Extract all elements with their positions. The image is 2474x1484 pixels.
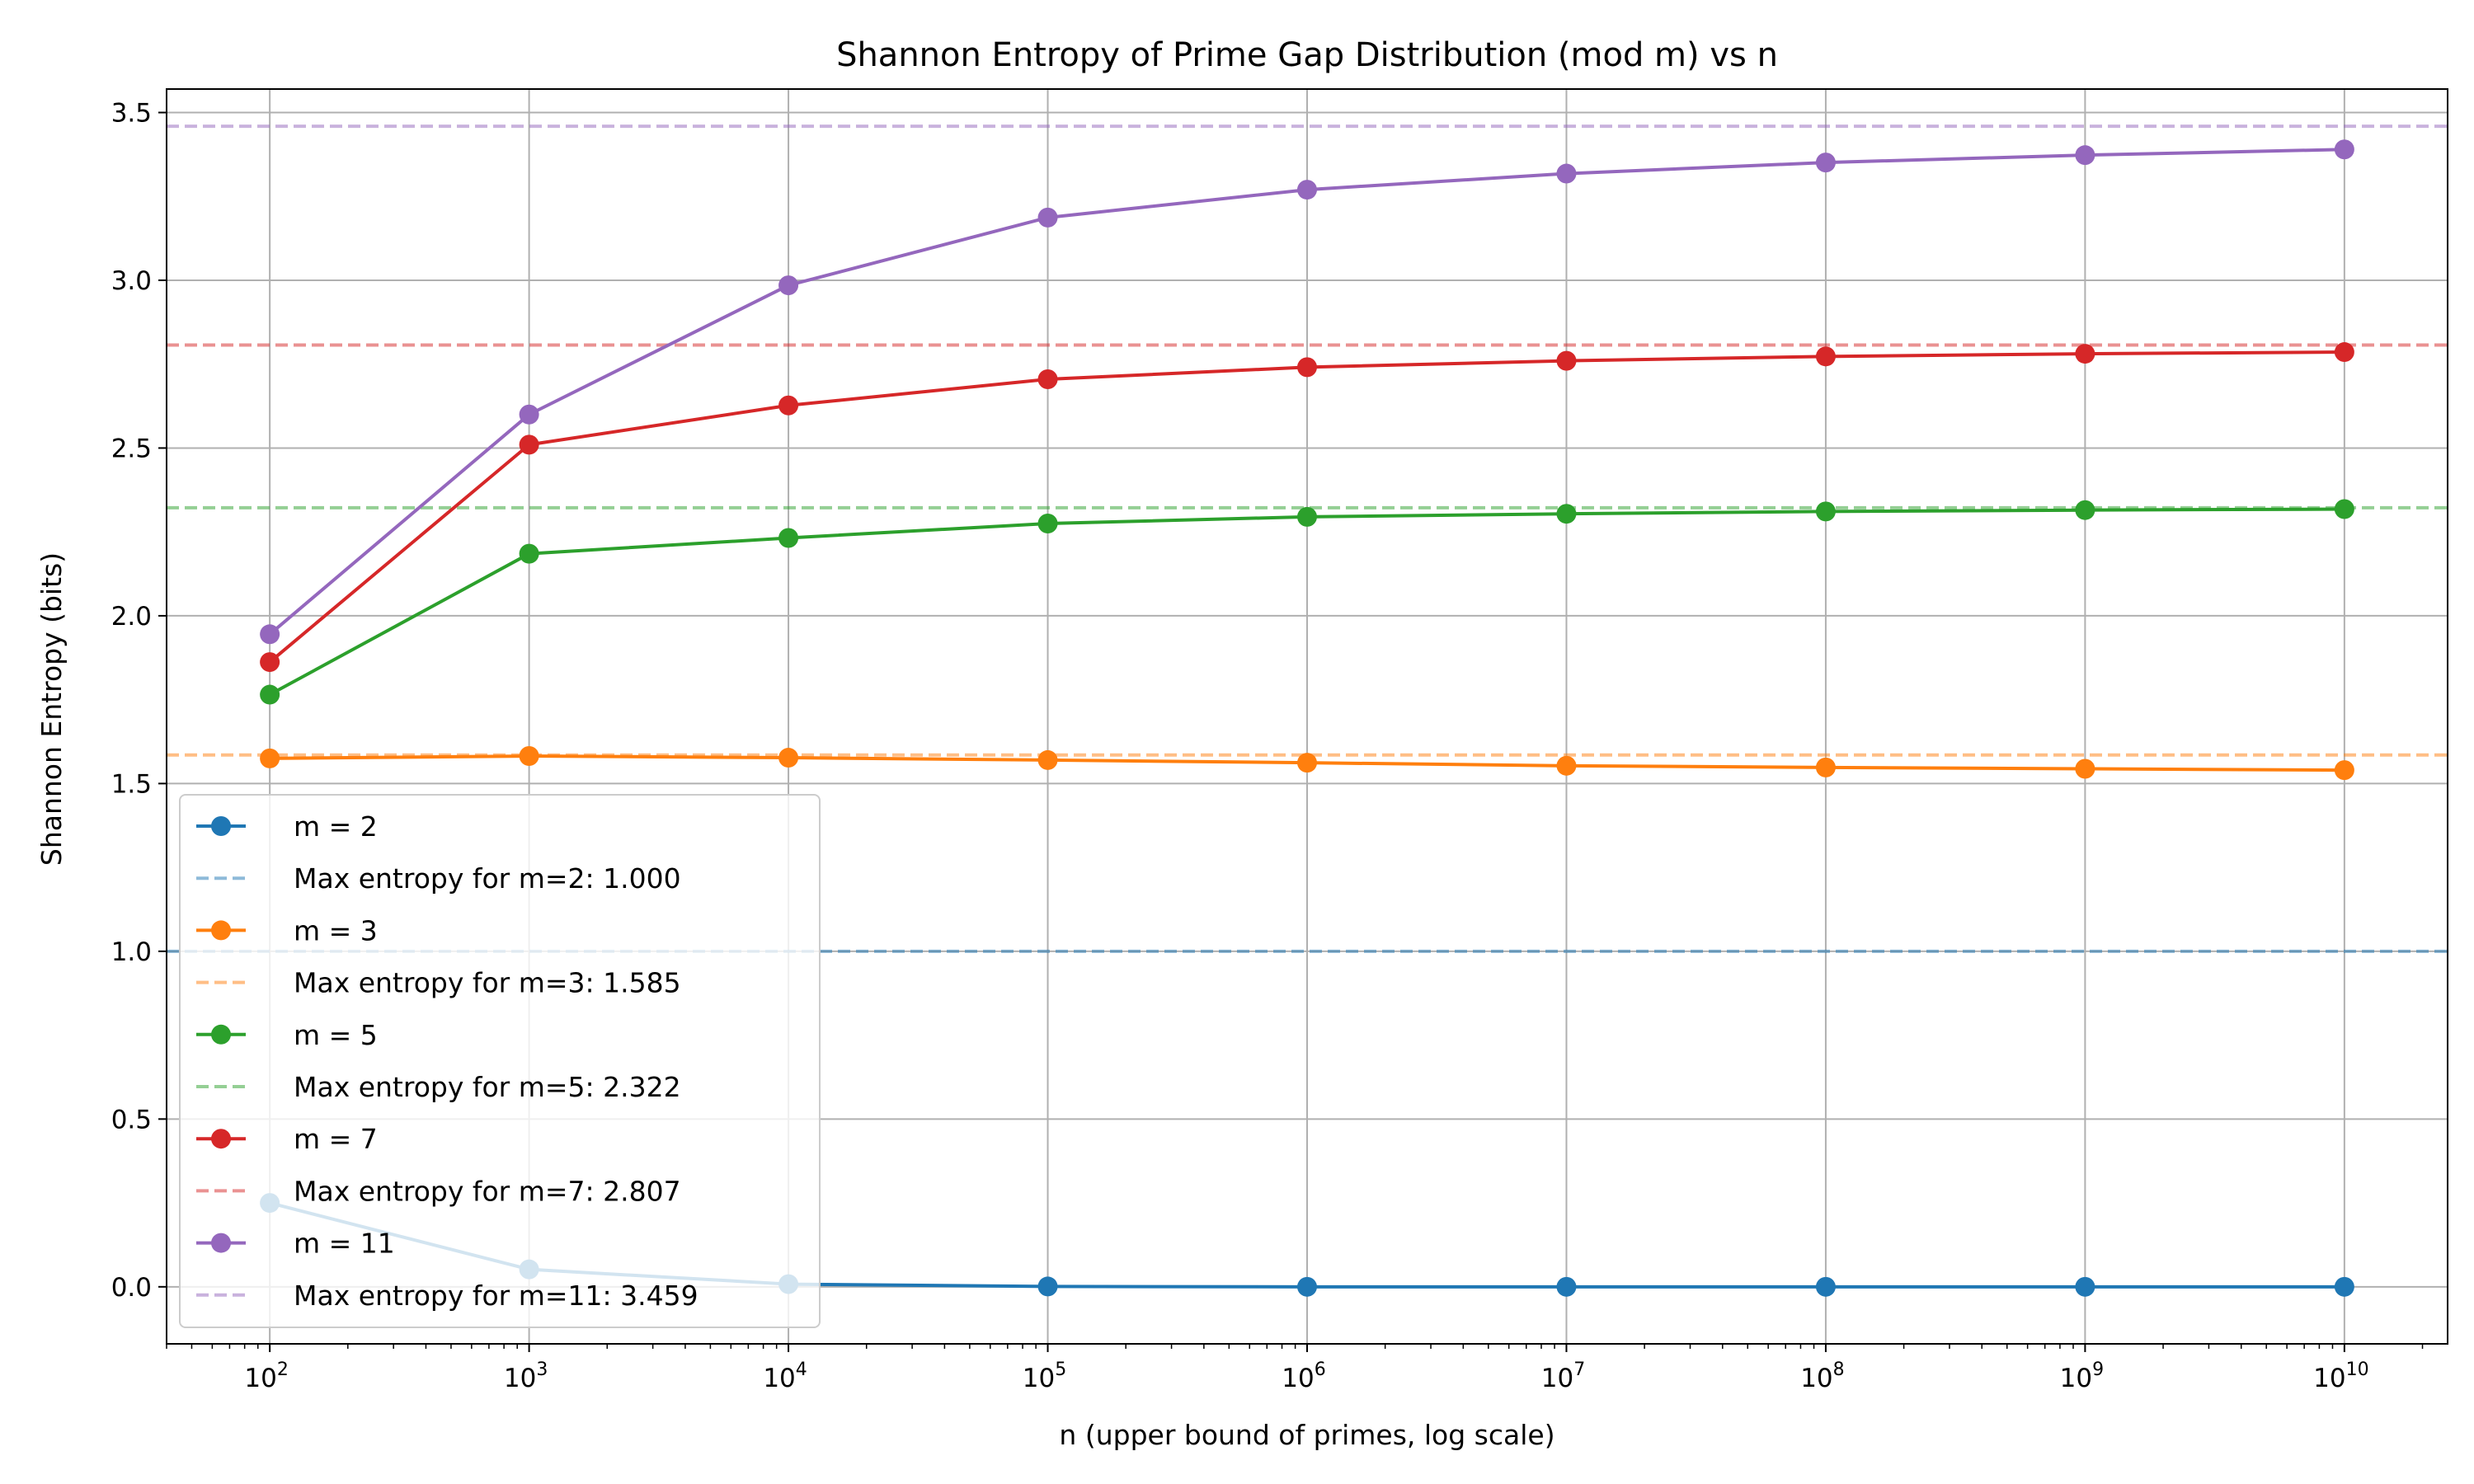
data-point [2334, 499, 2354, 519]
chart-title: Shannon Entropy of Prime Gap Distributio… [836, 36, 1778, 74]
y-tick-label: 3.0 [111, 266, 152, 296]
data-point [260, 684, 280, 705]
data-point [2075, 758, 2095, 779]
data-point [260, 748, 280, 768]
y-tick-label: 1.5 [111, 769, 152, 799]
x-tick-label: 104 [763, 1360, 807, 1393]
data-point [519, 404, 539, 425]
data-point [1815, 153, 1836, 173]
data-point [1556, 755, 1577, 776]
legend-label: Max entropy for m=3: 1.585 [294, 967, 681, 999]
legend-label: m = 11 [294, 1228, 395, 1260]
data-point [2334, 342, 2354, 363]
data-point [1556, 1276, 1577, 1297]
x-axis: 102 103 104 105 106 107 108 109 1010 [166, 1344, 2424, 1393]
x-tick-label: 103 [504, 1360, 548, 1393]
legend-marker-swatch [211, 1129, 231, 1149]
y-axis: 0.0 0.5 1.0 1.5 2.0 2.5 3.0 3.5 [111, 98, 167, 1303]
legend-marker-swatch [211, 1024, 231, 1045]
legend-label: m = 2 [294, 810, 378, 843]
data-point [1037, 749, 1058, 770]
y-tick-label: 1.0 [111, 937, 152, 967]
y-tick-label: 0.5 [111, 1105, 152, 1134]
data-point [778, 395, 799, 416]
data-point [260, 624, 280, 645]
y-tick-label: 3.5 [111, 98, 152, 128]
legend: m = 2 Max entropy for m=2: 1.000 m = 3 Max … [179, 794, 821, 1328]
data-point [1815, 346, 1836, 367]
legend-label: Max entropy for m=5: 2.322 [294, 1071, 681, 1103]
y-tick-label: 2.5 [111, 434, 152, 463]
x-tick-label: 108 [1800, 1360, 1844, 1393]
legend-marker-swatch [211, 920, 231, 941]
y-axis-label: Shannon Entropy (bits) [35, 552, 68, 866]
data-point [2075, 145, 2095, 166]
x-tick-label: 107 [1541, 1360, 1585, 1393]
x-tick-label: 106 [1282, 1360, 1325, 1393]
data-point [519, 746, 539, 767]
legend-marker-swatch [211, 1233, 231, 1253]
x-tick-label: 105 [1023, 1360, 1066, 1393]
legend-box [179, 794, 821, 1328]
legend-label: Max entropy for m=2: 1.000 [294, 862, 681, 895]
data-point [1297, 1276, 1317, 1297]
data-point [1556, 350, 1577, 371]
data-point [1297, 180, 1317, 200]
data-point [1297, 357, 1317, 378]
legend-label: Max entropy for m=11: 3.459 [294, 1280, 698, 1312]
legend-marker-swatch [211, 816, 231, 836]
data-point [2075, 500, 2095, 520]
legend-label: m = 5 [294, 1019, 378, 1051]
data-point [2075, 344, 2095, 364]
data-point [2334, 139, 2354, 160]
data-point [1037, 1276, 1058, 1297]
data-point [778, 275, 799, 296]
data-point [519, 543, 539, 564]
data-point [260, 652, 280, 673]
data-point [1037, 514, 1058, 534]
legend-label: m = 3 [294, 914, 378, 946]
data-point [1815, 1276, 1836, 1297]
data-point [1556, 163, 1577, 184]
data-point [1297, 753, 1317, 773]
data-point [1297, 506, 1317, 527]
data-point [1037, 207, 1058, 228]
data-point [2075, 1276, 2095, 1297]
x-tick-label: 102 [244, 1360, 288, 1393]
x-axis-label: n (upper bound of primes, log scale) [1059, 1419, 1554, 1451]
data-point [1815, 501, 1836, 522]
data-point [778, 528, 799, 548]
data-point [1037, 369, 1058, 390]
data-point [2334, 760, 2354, 781]
x-tick-label: 1010 [2313, 1360, 2368, 1393]
legend-label: m = 7 [294, 1123, 378, 1155]
y-tick-label: 0.0 [111, 1273, 152, 1303]
data-point [519, 434, 539, 455]
legend-label: Max entropy for m=7: 2.807 [294, 1175, 681, 1207]
data-point [2334, 1276, 2354, 1297]
data-point [1556, 504, 1577, 524]
data-point [1815, 757, 1836, 777]
x-tick-label: 109 [2060, 1360, 2104, 1393]
y-tick-label: 2.0 [111, 602, 152, 632]
data-point [778, 748, 799, 768]
